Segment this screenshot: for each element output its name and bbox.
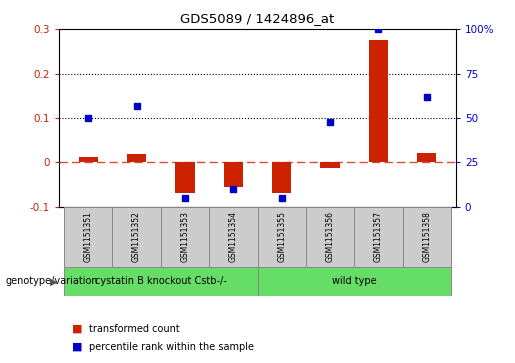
Text: ▶: ▶ bbox=[49, 276, 58, 286]
FancyBboxPatch shape bbox=[161, 207, 209, 267]
Text: GSM1151358: GSM1151358 bbox=[422, 211, 431, 262]
FancyBboxPatch shape bbox=[209, 207, 258, 267]
Bar bbox=[224, 163, 243, 187]
Text: ■: ■ bbox=[72, 342, 82, 352]
FancyBboxPatch shape bbox=[112, 207, 161, 267]
Text: percentile rank within the sample: percentile rank within the sample bbox=[89, 342, 253, 352]
Text: wild type: wild type bbox=[332, 276, 376, 286]
Bar bbox=[127, 154, 146, 163]
Text: GSM1151353: GSM1151353 bbox=[180, 211, 190, 262]
Text: cystatin B knockout Cstb-/-: cystatin B knockout Cstb-/- bbox=[95, 276, 227, 286]
Text: GSM1151354: GSM1151354 bbox=[229, 211, 238, 262]
Bar bbox=[272, 163, 291, 193]
Bar bbox=[320, 163, 340, 168]
Text: GSM1151357: GSM1151357 bbox=[374, 211, 383, 262]
Text: GSM1151352: GSM1151352 bbox=[132, 211, 141, 262]
Text: genotype/variation: genotype/variation bbox=[5, 276, 98, 286]
FancyBboxPatch shape bbox=[354, 207, 403, 267]
FancyBboxPatch shape bbox=[306, 207, 354, 267]
Bar bbox=[417, 153, 436, 163]
Text: ■: ■ bbox=[72, 323, 82, 334]
FancyBboxPatch shape bbox=[64, 267, 258, 296]
Text: GSM1151356: GSM1151356 bbox=[325, 211, 335, 262]
Title: GDS5089 / 1424896_at: GDS5089 / 1424896_at bbox=[180, 12, 335, 25]
Text: GSM1151355: GSM1151355 bbox=[277, 211, 286, 262]
FancyBboxPatch shape bbox=[403, 207, 451, 267]
Bar bbox=[369, 40, 388, 163]
Bar bbox=[175, 163, 195, 193]
Text: transformed count: transformed count bbox=[89, 323, 179, 334]
FancyBboxPatch shape bbox=[258, 267, 451, 296]
FancyBboxPatch shape bbox=[258, 207, 306, 267]
FancyBboxPatch shape bbox=[64, 207, 112, 267]
Text: GSM1151351: GSM1151351 bbox=[84, 211, 93, 262]
Bar bbox=[79, 157, 98, 163]
